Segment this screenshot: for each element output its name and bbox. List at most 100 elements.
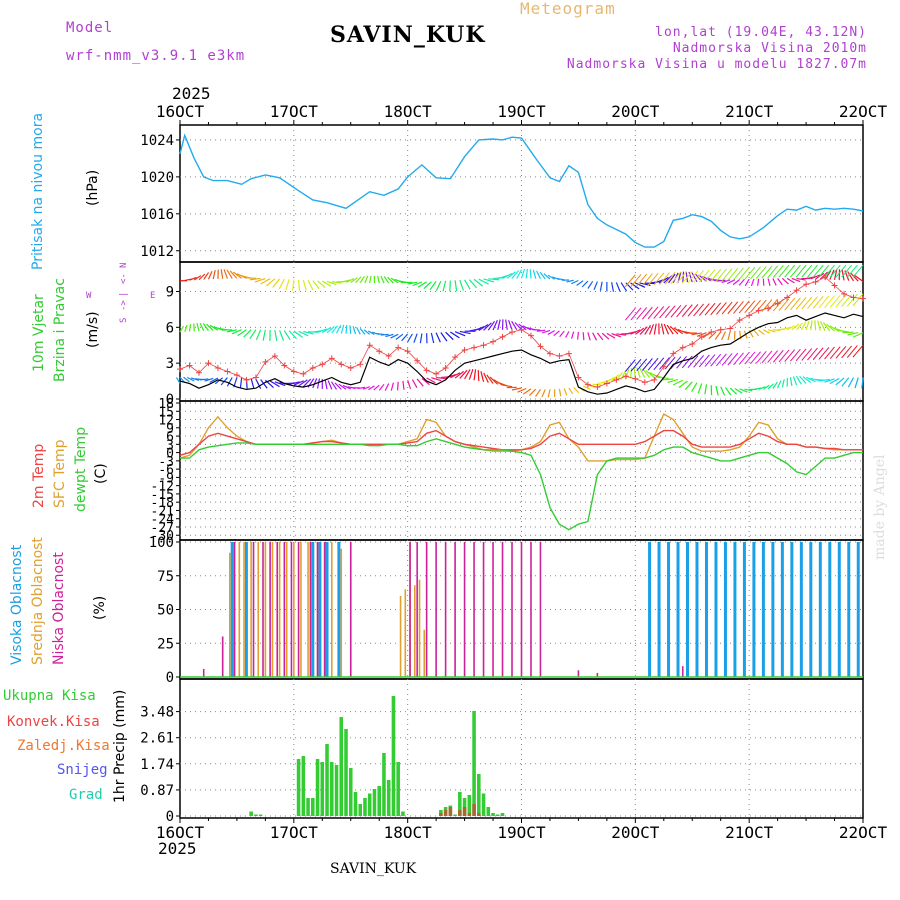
wind-barb [254,277,266,283]
wind-barb [283,330,291,341]
wind-barb [272,278,281,288]
wind-hatch [704,269,716,283]
wind-hatch [795,264,807,278]
wind-barb [822,322,831,332]
wind-barb [691,332,702,336]
wind-hatch [716,353,727,367]
wind-barb [810,320,813,331]
wind-barb [454,280,458,292]
precip-bar [339,717,344,816]
wind-hatch [755,351,767,364]
wind-barb [384,383,390,391]
wind-gust-marker [195,369,202,376]
wind-gust-marker [271,352,278,359]
wind-gust-marker [651,376,658,383]
wind-hatch [738,352,750,365]
wind-barb [212,270,216,280]
wind-hatch [841,345,853,359]
wind-hatch [624,307,636,321]
wind-gust-marker [841,290,848,297]
wind-barb [506,271,516,279]
precip-bar [258,814,263,816]
wind-barb [697,383,703,394]
wind-barb [468,368,474,380]
wind-barb [193,275,202,281]
wind-barb [854,377,859,389]
y-tick-label: 6 [166,430,174,445]
precip-conv-bar [472,804,476,816]
precip-bar [344,729,348,816]
wind-gust-marker [755,307,762,314]
precip-bar [382,753,386,816]
wind-barb [708,331,717,340]
wind-title-1: 10m Vjetar [31,294,47,372]
wind-barb [592,332,598,341]
wind-hatch [710,269,722,282]
wind-barb [288,330,297,340]
wind-barb [359,275,365,284]
wind-hatch [829,346,841,359]
y-tick-label: 15 [158,405,174,420]
wind-barb [492,319,498,331]
wind-barb [772,329,781,332]
y-tick-label: -9 [158,471,174,486]
wind-barb [411,379,418,389]
wind-barb [525,268,528,279]
wind-barb [293,380,304,386]
wind-gust-marker [233,372,240,379]
wind-barb [364,275,369,284]
wind-barb [302,378,312,388]
precip-bar [386,780,391,816]
wind-barb [478,324,489,332]
meteogram-title: Meteogram [520,0,616,18]
wind-gust-marker [765,305,772,312]
wind-barb [486,374,494,384]
wind-barb [763,329,771,334]
wind-barb [744,388,753,392]
wind-barb [324,379,328,390]
wind-gust-marker [347,364,354,371]
wind-barb [682,271,685,283]
wind-barb [611,374,620,382]
wind-barb [688,271,693,283]
wind-barb [660,323,665,335]
wind-barb [207,270,213,280]
wind-hatch [727,301,739,315]
wind-barb [539,271,546,280]
wind-barb [720,386,726,396]
wind-barb [630,282,640,290]
precip-conv-bar [443,810,448,816]
wind-barb [558,388,562,397]
wind-barb [781,277,789,285]
compass-s: S [119,318,129,323]
wind-barb [307,280,314,291]
wind-hatch [664,356,676,370]
wind-barb [795,375,802,385]
wind-barb [847,271,855,282]
wind-barb [727,331,731,341]
wind-barb [369,275,372,284]
wind-hatch [790,348,801,362]
day-label-top: 18OCT [384,102,433,121]
wind-hatch [807,264,818,278]
wind-barb [563,388,568,396]
wind-hatch [835,264,847,278]
wind-hatch [642,273,653,286]
wind-barb [356,326,361,335]
wind-gust-marker [262,358,269,365]
wind-barb [345,324,348,334]
wind-barb [528,388,537,396]
wind-barb [620,282,628,292]
wind-barb [390,333,399,339]
wind-barb [635,282,646,288]
wind-barb [517,387,527,393]
wind-barb [426,377,436,384]
wind-barb [721,331,726,341]
wind-barb [278,278,285,290]
day-label-top: 20OCT [611,102,660,121]
wind-hatch [784,297,796,311]
wind-barb [442,280,447,292]
wind-gust-marker [499,333,506,340]
wind-hatch [767,265,779,279]
